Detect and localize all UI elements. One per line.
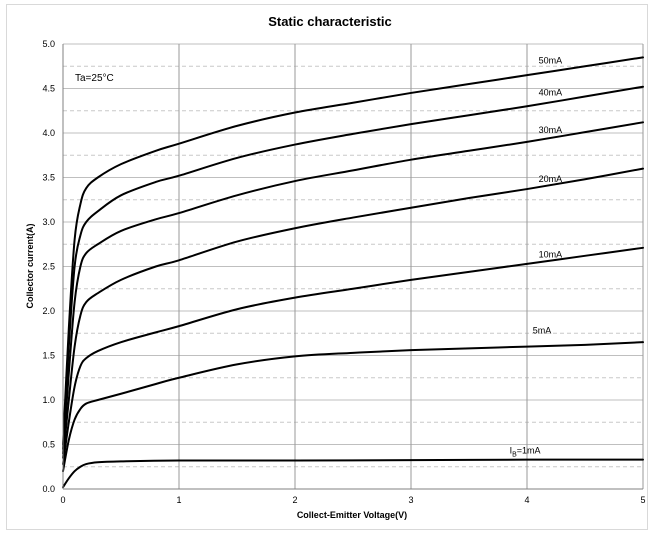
x-axis-title: Collect-Emitter Voltage(V) — [297, 510, 407, 520]
chart-title: Static characteristic — [268, 14, 392, 29]
series-line-6 — [62, 458, 644, 489]
series-line-1 — [62, 85, 644, 450]
y-tick-label: 5.0 — [42, 39, 55, 49]
x-tick-label: 5 — [640, 495, 645, 505]
grid — [63, 43, 644, 490]
series-line-0 — [62, 56, 644, 446]
temperature-annotation: Ta=25°C — [75, 73, 114, 84]
series-line-2 — [62, 121, 644, 455]
series-label-2: 30mA — [539, 125, 563, 135]
y-tick-label: 1.5 — [42, 351, 55, 361]
y-tick-label: 0.5 — [42, 440, 55, 450]
x-tick-label: 4 — [524, 495, 529, 505]
y-tick-label: 2.0 — [42, 306, 55, 316]
y-axis-title: Collector current(A) — [25, 223, 35, 308]
series-label-1: 40mA — [539, 88, 563, 98]
tick-labels: 0.0 0.5 1.0 1.5 2.0 2.5 3.0 3.5 4.0 4.5 5.0 0 1 2 3 4 5 — [42, 39, 645, 505]
y-tick-label: 1.0 — [42, 395, 55, 405]
series-label-5: 5mA — [533, 325, 552, 335]
y-tick-label: 4.5 — [42, 84, 55, 94]
y-tick-label: 0.0 — [42, 484, 55, 494]
series-label-0: 50mA — [539, 56, 563, 66]
x-tick-label: 3 — [408, 495, 413, 505]
y-tick-label: 2.5 — [42, 262, 55, 272]
axes — [62, 44, 643, 490]
series-line-3 — [62, 167, 644, 459]
series-line-5 — [62, 341, 644, 473]
y-tick-label: 3.0 — [42, 217, 55, 227]
curves — [62, 56, 644, 489]
y-tick-label: 4.0 — [42, 128, 55, 138]
x-tick-label: 0 — [60, 495, 65, 505]
series-label-3: 20mA — [539, 174, 563, 184]
series-label-4: 10mA — [539, 250, 563, 260]
series-label-6: IB=1mA — [510, 445, 541, 458]
y-tick-label: 3.5 — [42, 173, 55, 183]
x-tick-label: 2 — [292, 495, 297, 505]
series-line-4 — [62, 246, 644, 466]
x-tick-label: 1 — [176, 495, 181, 505]
series-labels: 50mA 40mA 30mA 20mA 10mA 5mA IB=1mA — [510, 56, 563, 459]
